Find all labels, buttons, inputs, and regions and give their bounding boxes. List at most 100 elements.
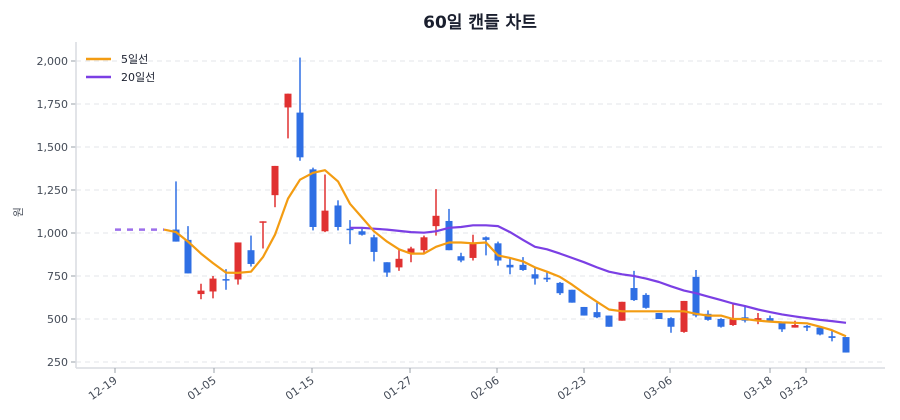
candle-body [234, 242, 242, 280]
x-tick-label: 01-27 [381, 374, 415, 403]
candle-body [370, 237, 378, 252]
candle-body [568, 289, 576, 303]
candle-up [197, 283, 205, 300]
candle-body [334, 205, 342, 227]
x-tick-label: 03-18 [741, 374, 775, 403]
candle-down [506, 257, 514, 275]
candle-down [334, 200, 342, 231]
candle-body [680, 300, 688, 332]
candle-body [531, 274, 539, 279]
candle-body [642, 294, 650, 308]
candle-body [420, 237, 428, 251]
y-tick-label: 500 [47, 313, 68, 326]
candle-body [296, 112, 304, 158]
candle-down [642, 293, 650, 309]
candle-down [494, 241, 502, 266]
candle-up [271, 165, 279, 208]
candle-down [778, 322, 786, 332]
candle-up [209, 276, 217, 299]
candle-body [605, 315, 613, 327]
candle-down [358, 228, 366, 236]
candle-up [259, 221, 267, 249]
x-tick-label: 03-06 [641, 374, 675, 403]
y-tick-label: 1,000 [37, 227, 69, 240]
candle-up [754, 312, 762, 325]
candle-body [172, 229, 180, 242]
candle-body [630, 288, 638, 301]
candle-body [259, 221, 267, 223]
candle-body [667, 318, 675, 327]
candle-down [309, 167, 317, 231]
y-tick-label: 1,250 [37, 184, 69, 197]
gridlines [76, 60, 885, 363]
candle-down [184, 226, 192, 274]
candle-body [395, 258, 403, 268]
candles [163, 57, 850, 353]
candle-body [717, 319, 725, 327]
candle-up [234, 242, 242, 285]
candle-down [457, 252, 465, 263]
ma20-line [350, 224, 847, 324]
candle-body [816, 327, 824, 335]
candle-body [519, 264, 527, 270]
candle-down [655, 312, 663, 319]
x-tick-label: 01-05 [185, 374, 219, 403]
candle-body [556, 282, 564, 294]
candle-body [692, 276, 700, 316]
y-axis-label: 원 [12, 207, 25, 217]
candle-body [247, 250, 255, 264]
candle-down [556, 282, 564, 295]
candle-body [729, 319, 737, 326]
candle-down [543, 271, 551, 283]
candle-body [209, 278, 217, 292]
candle-down [803, 325, 811, 332]
chart-title: 60일 캔들 차트 [423, 13, 537, 33]
candle-down [568, 289, 576, 303]
legend-label-ma20: 20일선 [121, 70, 155, 84]
candle-body [197, 290, 205, 295]
candle-down [828, 331, 836, 342]
candle-body [432, 215, 440, 227]
candle-up [469, 234, 477, 261]
candle-up [395, 249, 403, 271]
candle-down [370, 234, 378, 262]
y-tick-label: 2,000 [37, 55, 69, 68]
candle-down [519, 257, 527, 271]
candle-down [816, 327, 824, 336]
candle-body [469, 243, 477, 258]
candle-body [184, 239, 192, 274]
candle-body [842, 337, 850, 353]
y-tick-label: 1,500 [37, 141, 69, 154]
candle-body [445, 220, 453, 251]
candle-down [482, 236, 490, 256]
candle-body [383, 262, 391, 273]
candle-body [543, 277, 551, 280]
y-tick-label: 750 [47, 270, 68, 283]
candle-down [580, 306, 588, 316]
candle-body [655, 312, 663, 319]
candle-body [222, 279, 230, 281]
legend-label-ma5: 5일선 [121, 52, 148, 66]
candle-up [729, 303, 737, 326]
candle-body [271, 165, 279, 196]
candle-body [828, 336, 836, 338]
candle-body [593, 312, 601, 318]
candle-body [358, 231, 366, 235]
candle-body [506, 264, 514, 268]
candle-down [346, 220, 354, 245]
candle-down [383, 262, 391, 277]
candle-body [407, 248, 415, 254]
candle-body [766, 318, 774, 322]
candle-body [803, 325, 811, 328]
x-tick-label: 03-23 [777, 374, 811, 403]
candle-down [605, 315, 613, 327]
x-tick-label: 02-23 [555, 374, 589, 403]
candle-up [321, 174, 329, 233]
candle-body [754, 318, 762, 321]
candle-up [284, 93, 292, 139]
candle-down [667, 317, 675, 333]
candle-up [420, 235, 428, 254]
candle-down [717, 318, 725, 328]
candle-down [296, 57, 304, 161]
